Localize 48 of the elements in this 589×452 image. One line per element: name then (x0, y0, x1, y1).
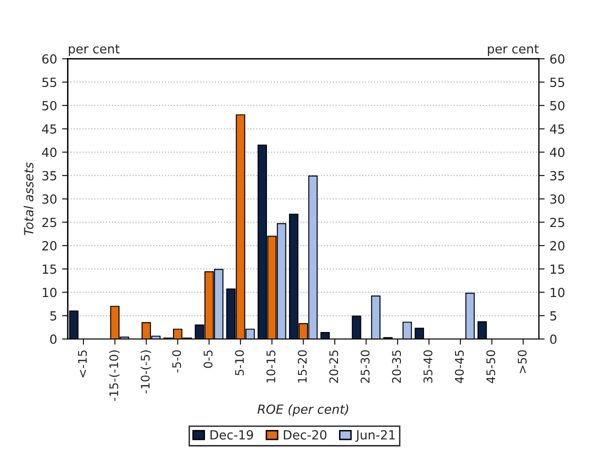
x-tick-label: 20-25 (329, 350, 338, 383)
x-tick-label: 45-50 (486, 350, 496, 384)
y2-tick-label: 15 (550, 264, 564, 274)
x-tick-label: 0-5 (204, 350, 213, 368)
y-tick-label: 10 (42, 288, 56, 298)
x-tick-label: 40-45 (454, 350, 464, 384)
y-tick-label: 50 (42, 100, 56, 110)
x-tick-label: 15-20 (298, 350, 307, 382)
x-tick-label: 25-30 (360, 350, 370, 383)
y2-tick-label: 50 (550, 100, 564, 110)
x-tick-label: >50 (518, 350, 527, 374)
x-tick-label: 20-35 (392, 350, 401, 383)
x-tick-label: -10-(-5) (140, 350, 152, 394)
text: per cent (68, 44, 120, 56)
y-tick-label: 55 (42, 78, 56, 88)
y2-tick-label: 45 (550, 124, 564, 134)
x-tick-label: 35-40 (423, 350, 432, 383)
y-tick-label: 20 (42, 241, 56, 251)
y2-tick-label: 30 (550, 194, 564, 204)
legend-label: Jun-21 (355, 430, 395, 442)
y-tick-label: 60 (42, 54, 56, 64)
legend-label: Dec-19 (210, 430, 254, 440)
y2-tick-label: 20 (550, 241, 564, 251)
y2-tick-label: 35 (550, 171, 564, 180)
x-tick-label: 5-10 (235, 350, 244, 376)
y-axis-title: Total assets (24, 162, 34, 236)
y-tick-label: 25 (42, 218, 56, 228)
y-tick-label: 45 (42, 124, 56, 134)
y-tick-label: 0 (50, 334, 56, 344)
y-tick-label: 5 (50, 311, 56, 321)
x-tick-label: -5-0 (172, 350, 182, 372)
y2-tick-label: 40 (550, 148, 564, 158)
y-tick-label: 40 (42, 148, 56, 158)
x-tick-label: <-15 (78, 350, 87, 378)
y2-tick-label: 5 (550, 311, 556, 321)
y2-tick-label: 10 (550, 288, 564, 298)
x-tick-label: 10-15 (266, 350, 276, 382)
y-tick-label: 30 (42, 194, 56, 204)
y2-tick-label: 0 (550, 334, 556, 344)
y-tick-label: 35 (42, 171, 56, 180)
x-tick-label: -15-(-10) (109, 350, 120, 401)
legend-label: Dec-20 (284, 430, 326, 440)
text: per cent (488, 44, 539, 56)
y2-tick-label: 25 (550, 218, 564, 228)
y2-tick-label: 55 (550, 78, 564, 88)
y2-tick-label: 60 (550, 54, 564, 64)
y-tick-label: 15 (42, 264, 56, 274)
x-axis-title: ROE (per cent) (258, 404, 348, 416)
